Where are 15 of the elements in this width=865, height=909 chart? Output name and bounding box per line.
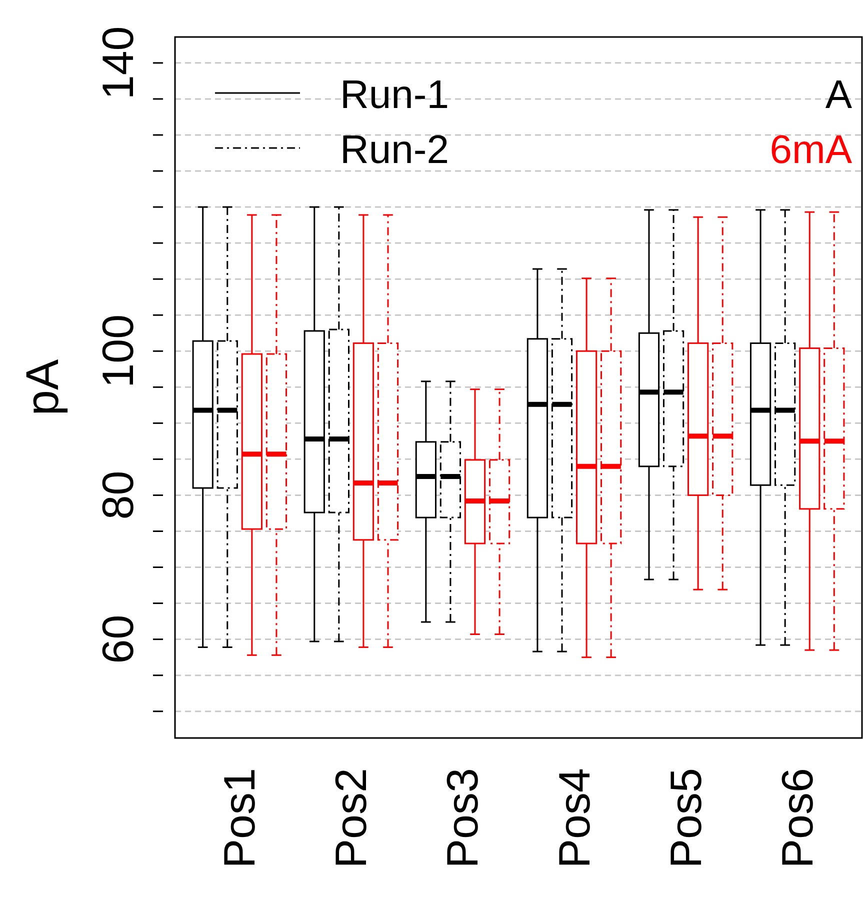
annotation: 6mA: [770, 128, 852, 172]
y-axis-title: pA: [16, 359, 68, 416]
annotation: A: [825, 73, 852, 117]
y-tick-label: 60: [94, 614, 143, 664]
x-tick-label: Pos5: [662, 768, 711, 868]
y-tick-label: 80: [94, 470, 143, 520]
y-tick-label: 100: [94, 314, 143, 388]
legend-label: Run-2: [340, 128, 449, 172]
x-tick-label: Pos4: [550, 768, 600, 868]
x-tick-label: Pos3: [438, 768, 488, 868]
x-tick-label: Pos1: [216, 768, 265, 868]
x-tick-label: Pos2: [327, 768, 376, 868]
y-tick-label: 140: [94, 26, 143, 100]
x-tick-label: Pos6: [773, 768, 822, 868]
legend-label: Run-1: [340, 73, 449, 117]
